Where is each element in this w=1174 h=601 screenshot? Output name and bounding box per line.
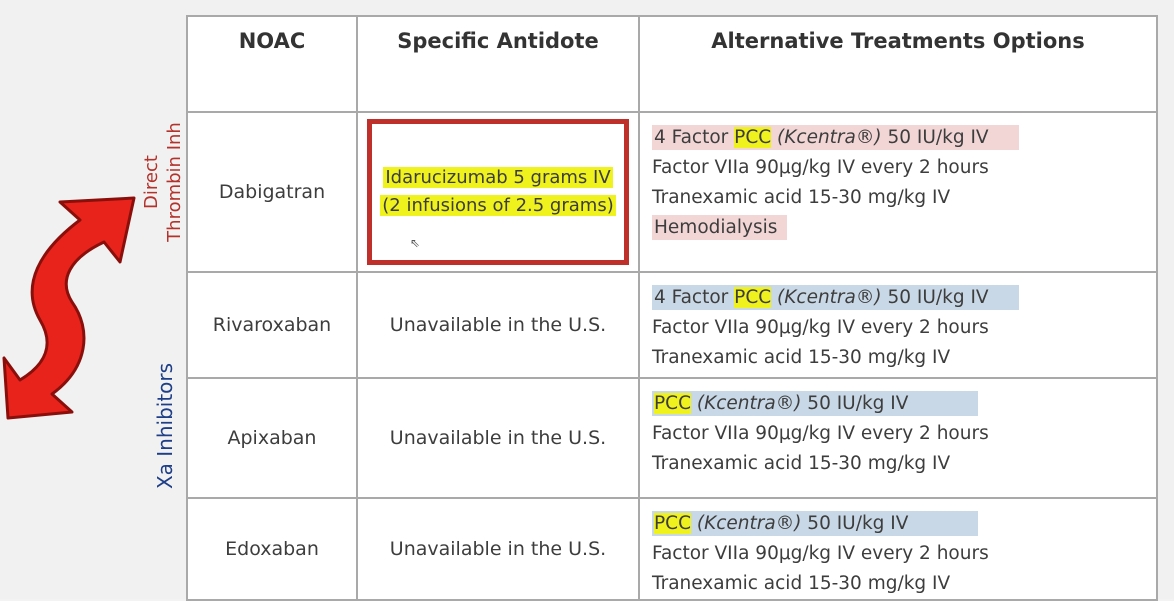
antidote-cell: Idarucizumab 5 grams IV (2 infusions of …	[356, 111, 640, 273]
alt-pcc-dose: 50 IU/kg IV	[801, 393, 909, 414]
antidote-line-2: (2 infusions of 2.5 grams)	[380, 195, 616, 216]
antidote-cell: Unavailable in the U.S.	[356, 377, 640, 499]
group-label-line-2: Thrombin Inh	[164, 122, 185, 242]
alt-line-hemodialysis: Hemodialysis	[652, 215, 788, 240]
alt-line-pcc: PCC (Kcentra®) 50 IU/kg IV	[652, 511, 979, 536]
antidote-cell: Unavailable in the U.S.	[356, 271, 640, 379]
drug-name: Rivaroxaban	[186, 271, 358, 379]
noac-table: NOAC Specific Antidote Alternative Treat…	[186, 15, 1158, 601]
table-row-dabigatran: Dabigatran Idarucizumab 5 grams IV (2 in…	[186, 111, 1158, 273]
alt-pcc-term: PCC	[734, 287, 772, 308]
alt-kcentra: (Kcentra®)	[691, 513, 802, 534]
header-row: NOAC Specific Antidote Alternative Treat…	[186, 15, 1158, 113]
alt-kcentra: (Kcentra®)	[691, 393, 802, 414]
alt-line-tranexamic: Tranexamic acid 15-30 mg/kg IV	[652, 453, 951, 474]
alt-kcentra: (Kcentra®)	[771, 287, 882, 308]
table-row-rivaroxaban: Rivaroxaban Unavailable in the U.S. 4 Fa…	[186, 271, 1158, 379]
double-arrow-icon	[2, 196, 136, 420]
alt-treatments-cell: PCC (Kcentra®) 50 IU/kg IV Factor VIIa 9…	[638, 497, 1158, 601]
drug-name: Dabigatran	[186, 111, 358, 273]
alt-line-factor-viia: Factor VIIa 90μg/kg IV every 2 hours	[652, 543, 989, 564]
antidote-cell: Unavailable in the U.S.	[356, 497, 640, 601]
alt-pcc-dose: 50 IU/kg IV	[801, 513, 909, 534]
mouse-pointer-icon: ⇖	[410, 236, 421, 250]
header-alternative-treatments: Alternative Treatments Options	[638, 15, 1158, 113]
alt-line-factor-viia: Factor VIIa 90μg/kg IV every 2 hours	[652, 423, 989, 444]
alt-pcc-prefix: 4 Factor	[654, 287, 735, 308]
alt-pcc-term: PCC	[734, 127, 772, 148]
alt-line-pcc: 4 Factor PCC (Kcentra®) 50 IU/kg IV	[652, 125, 1019, 150]
alt-pcc-term: PCC	[654, 393, 691, 414]
drug-name: Apixaban	[186, 377, 358, 499]
alt-line-pcc: 4 Factor PCC (Kcentra®) 50 IU/kg IV	[652, 285, 1019, 310]
table-row-edoxaban: Edoxaban Unavailable in the U.S. PCC (Kc…	[186, 497, 1158, 601]
header-specific-antidote: Specific Antidote	[356, 15, 640, 113]
alt-pcc-term: PCC	[654, 513, 691, 534]
alt-line-pcc: PCC (Kcentra®) 50 IU/kg IV	[652, 391, 979, 416]
alt-pcc-dose: 50 IU/kg IV	[881, 287, 989, 308]
table-row-apixaban: Apixaban Unavailable in the U.S. PCC (Kc…	[186, 377, 1158, 499]
alt-treatments-cell: 4 Factor PCC (Kcentra®) 50 IU/kg IV Fact…	[638, 111, 1158, 273]
alt-line-tranexamic: Tranexamic acid 15-30 mg/kg IV	[652, 347, 951, 368]
drug-name: Edoxaban	[186, 497, 358, 601]
alt-kcentra: (Kcentra®)	[771, 127, 882, 148]
alt-treatments-cell: PCC (Kcentra®) 50 IU/kg IV Factor VIIa 9…	[638, 377, 1158, 499]
alt-line-factor-viia: Factor VIIa 90μg/kg IV every 2 hours	[652, 157, 989, 178]
antidote-line-1: Idarucizumab 5 grams IV	[383, 167, 613, 188]
alt-line-tranexamic: Tranexamic acid 15-30 mg/kg IV	[652, 187, 951, 208]
group-label-line-1: Direct	[141, 155, 162, 209]
alt-pcc-prefix: 4 Factor	[654, 127, 735, 148]
group-label-xa-inhibitors: Xa Inhibitors	[153, 362, 177, 490]
header-noac: NOAC	[186, 15, 358, 113]
alt-line-tranexamic: Tranexamic acid 15-30 mg/kg IV	[652, 573, 951, 594]
group-label-direct-thrombin: Direct Thrombin Inh	[140, 122, 186, 242]
alt-line-factor-viia: Factor VIIa 90μg/kg IV every 2 hours	[652, 317, 989, 338]
antidote-highlight-box: Idarucizumab 5 grams IV (2 infusions of …	[367, 119, 629, 265]
alt-pcc-dose: 50 IU/kg IV	[881, 127, 989, 148]
alt-treatments-cell: 4 Factor PCC (Kcentra®) 50 IU/kg IV Fact…	[638, 271, 1158, 379]
